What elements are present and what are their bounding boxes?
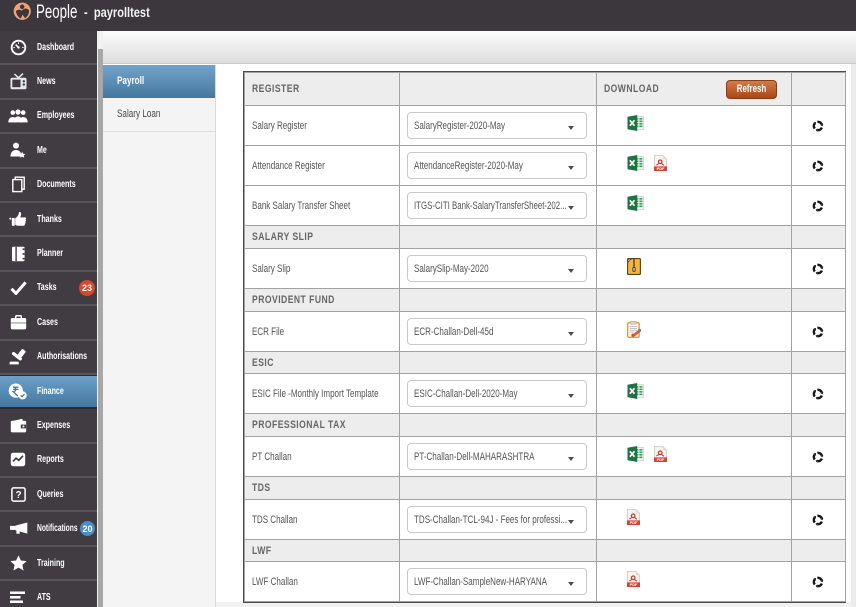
svg-text:PDF: PDF: [629, 582, 637, 587]
svg-text:PDF: PDF: [656, 166, 664, 171]
svg-text:?: ?: [15, 490, 21, 501]
svg-text:PDF: PDF: [656, 457, 664, 462]
svg-text:PDF: PDF: [629, 520, 637, 525]
